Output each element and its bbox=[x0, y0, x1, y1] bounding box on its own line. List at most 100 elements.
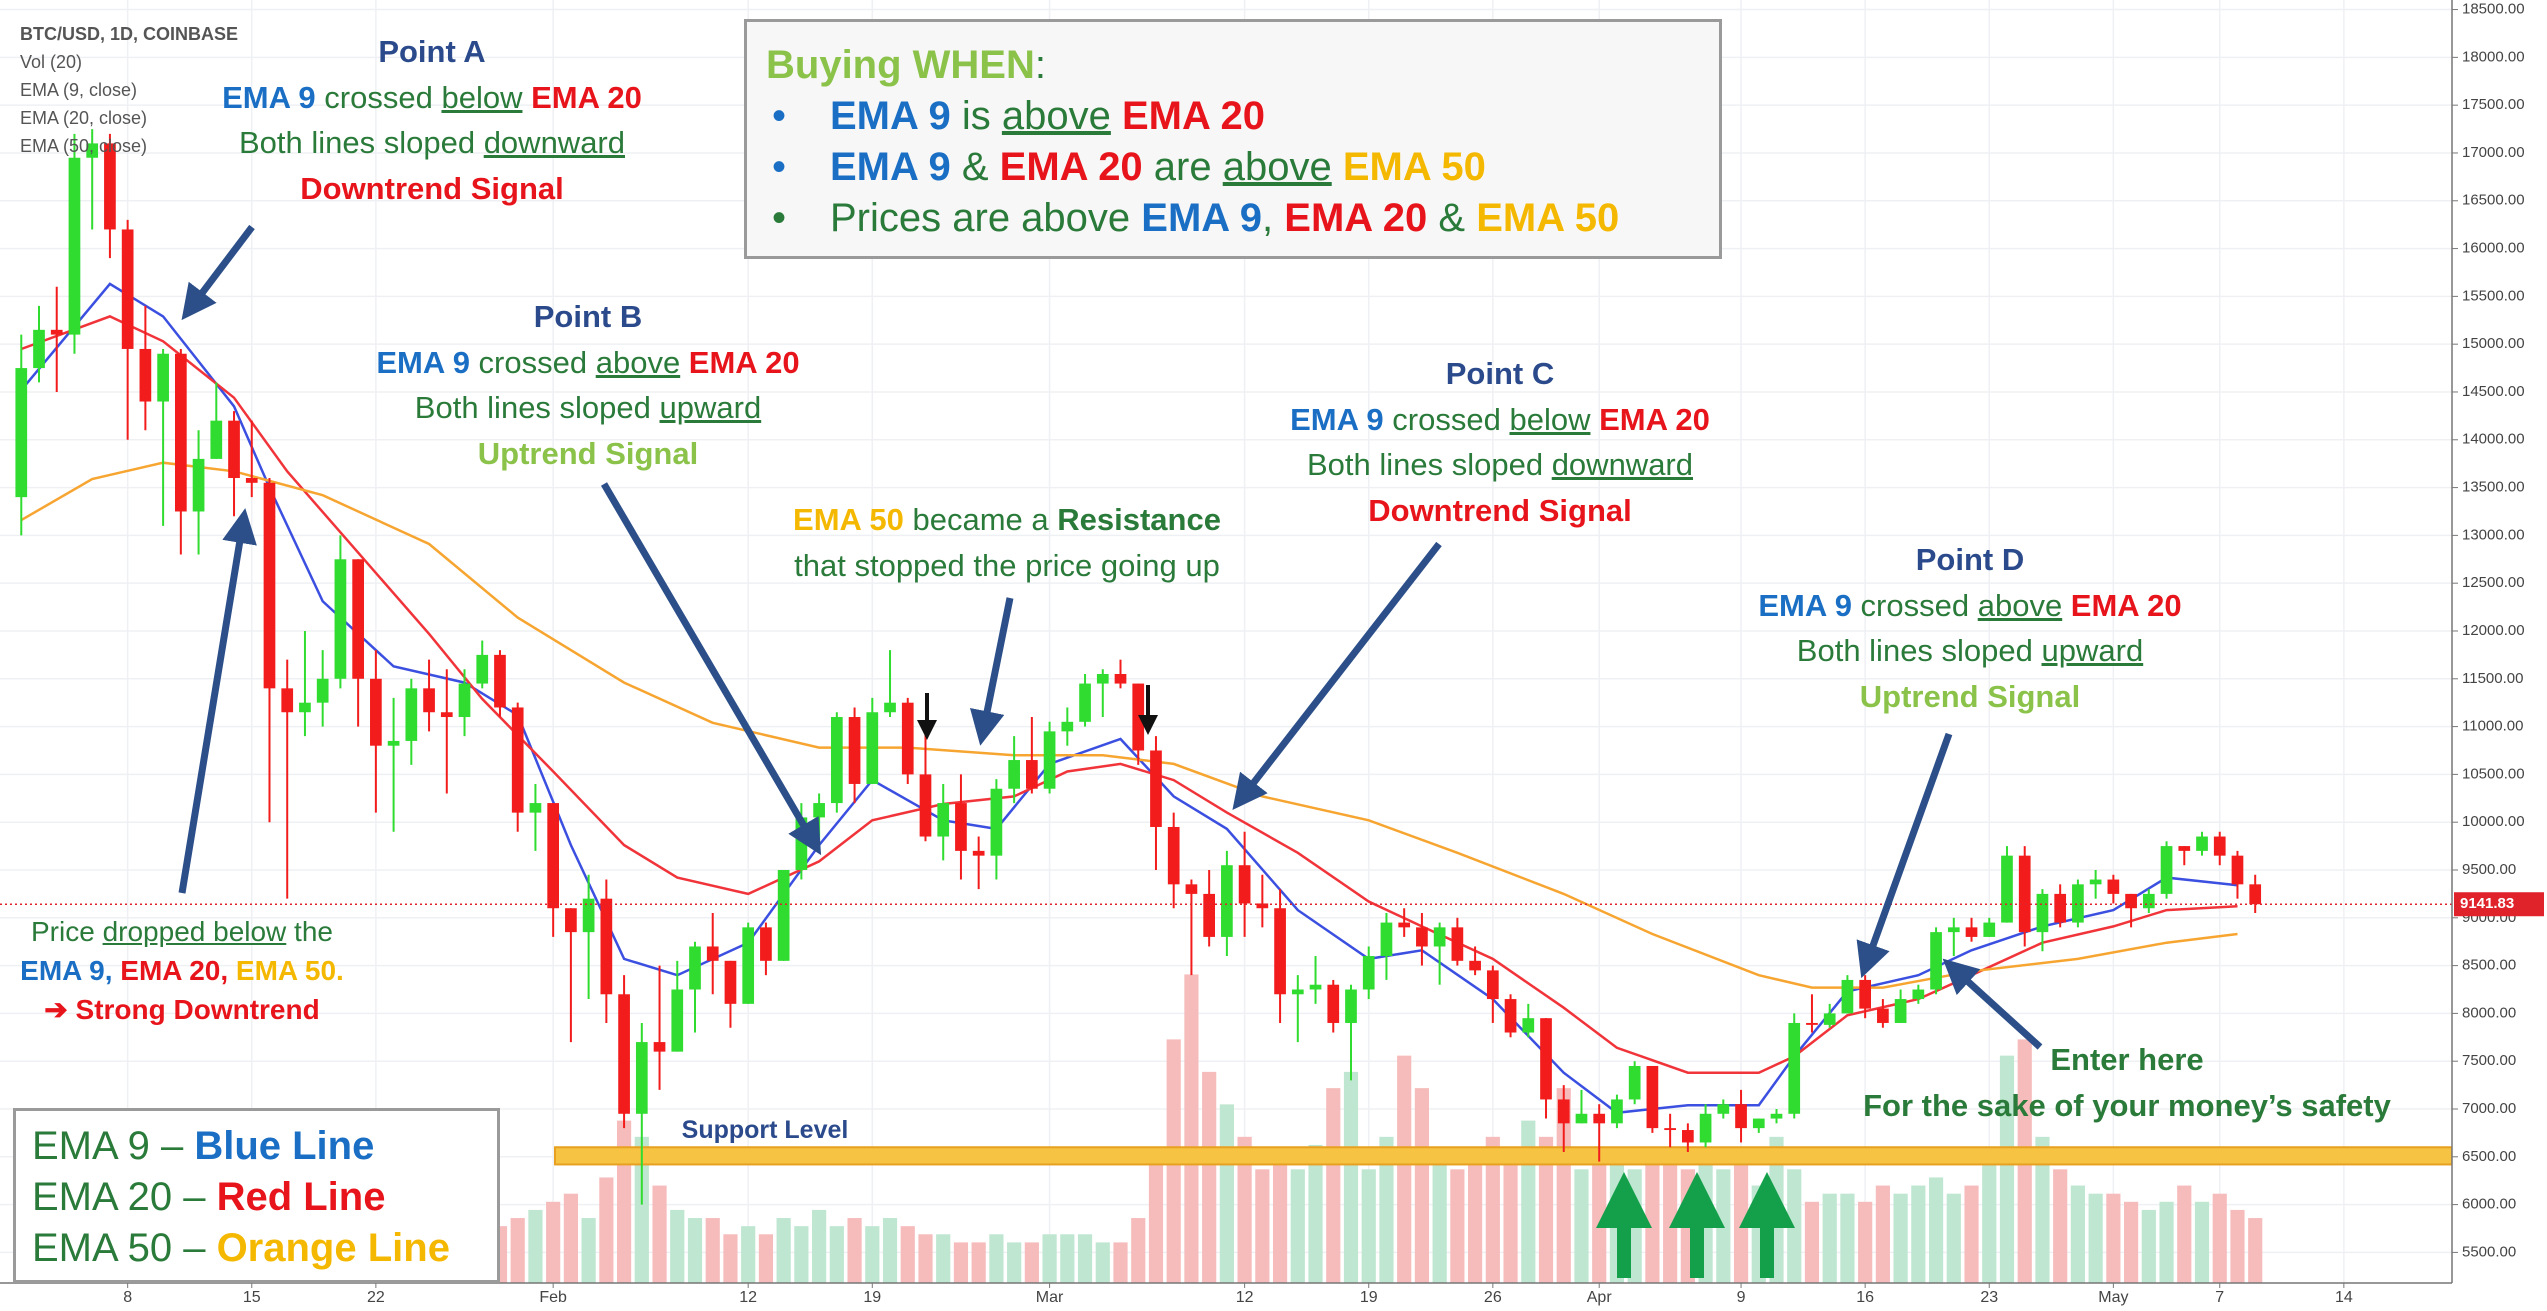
annotation-line: Uptrend Signal bbox=[1758, 674, 2181, 720]
annotation-text: the bbox=[286, 916, 333, 947]
annotation-line: EMA 20 – Red Line bbox=[32, 1172, 481, 1223]
annotation-text: crossed bbox=[1851, 587, 1978, 623]
annotation-line: • EMA 9 is above EMA 20 bbox=[766, 91, 1700, 142]
candle-body bbox=[1752, 1118, 1765, 1129]
x-tick-label: 12 bbox=[739, 1289, 757, 1306]
candle-body bbox=[1575, 1113, 1588, 1124]
volume-bar bbox=[1663, 1153, 1678, 1283]
annotation-line: Uptrend Signal bbox=[376, 431, 799, 477]
x-tick-label: 19 bbox=[1360, 1289, 1378, 1306]
price-label-bg bbox=[2454, 892, 2544, 917]
x-tick-label: 26 bbox=[1484, 1289, 1502, 1306]
annotation-text: EMA 20 bbox=[1590, 401, 1710, 437]
annotation-text: EMA 20 bbox=[680, 344, 800, 380]
annotation: Point C EMA 9 crossed below EMA 20 Both li… bbox=[1290, 351, 1710, 533]
annotation-line: Downtrend Signal bbox=[222, 166, 642, 212]
volume-bar bbox=[741, 1226, 756, 1283]
annotation-text: EMA 20 bbox=[1110, 94, 1265, 138]
x-tick-label: 23 bbox=[1980, 1289, 1998, 1306]
y-tick-label: 13500.00 bbox=[2462, 479, 2525, 496]
volume-bar bbox=[2230, 1209, 2245, 1283]
annotation-text: For the sake of your money’s safety bbox=[1863, 1088, 2391, 1123]
x-tick-label: 14 bbox=[2335, 1289, 2353, 1306]
bullet: • bbox=[772, 94, 787, 138]
candle-body bbox=[2160, 846, 2173, 894]
candle-body bbox=[1416, 927, 1428, 947]
annotation-line: ➔ Strong Downtrend bbox=[20, 990, 344, 1029]
volume-bar bbox=[1095, 1242, 1110, 1283]
candle-body bbox=[494, 654, 506, 708]
candle-body bbox=[86, 143, 99, 158]
y-tick-label: 17500.00 bbox=[2462, 96, 2525, 113]
annotation-text: EMA 9 bbox=[376, 344, 470, 380]
y-tick-label: 10000.00 bbox=[2462, 813, 2525, 830]
volume-bar bbox=[1521, 1120, 1536, 1283]
candle-body bbox=[1770, 1113, 1783, 1119]
annotation: Enter here For the sake of your money’s s… bbox=[1863, 1037, 2391, 1129]
candle-body bbox=[813, 803, 825, 818]
candle-body bbox=[281, 688, 294, 713]
volume-bar bbox=[1822, 1193, 1837, 1283]
candle-body bbox=[1593, 1113, 1606, 1124]
x-tick-label: 15 bbox=[243, 1289, 261, 1306]
candle-body bbox=[33, 329, 45, 369]
volume-bar bbox=[1928, 1177, 1944, 1283]
candle-body bbox=[1699, 1113, 1712, 1143]
chart-title: BTC/USD, 1D, COINBASE bbox=[20, 24, 238, 44]
candle-body bbox=[919, 774, 932, 837]
candle-body bbox=[1167, 826, 1180, 885]
info-box: Buying WHEN: • EMA 9 is above EMA 20 • EMA 9… bbox=[744, 19, 1722, 259]
candle-body bbox=[2036, 893, 2049, 933]
annotation-text: below bbox=[1509, 401, 1591, 437]
annotation-line: • Prices are above EMA 9, EMA 20 & EMA 50 bbox=[766, 193, 1700, 244]
candle-body bbox=[316, 678, 329, 703]
annotation-text: Point A bbox=[378, 34, 486, 69]
candle-body bbox=[706, 946, 719, 961]
volume-bar bbox=[1858, 1201, 1873, 1283]
annotation-text: EMA 50 bbox=[793, 502, 904, 537]
annotation-line: • EMA 9 & EMA 20 are above EMA 50 bbox=[766, 142, 1700, 193]
annotation-text: crossed bbox=[1383, 401, 1510, 437]
candle-body bbox=[2072, 884, 2084, 923]
candle-body bbox=[1114, 674, 1127, 684]
candle-body bbox=[2125, 893, 2137, 909]
annotation-text: EMA 20 bbox=[522, 79, 642, 115]
candle-body bbox=[1061, 721, 1074, 732]
annotation-line: Both lines sloped upward bbox=[376, 385, 799, 431]
y-tick-label: 13000.00 bbox=[2462, 526, 2525, 543]
annotation: EMA 50 became a Resistance that stopped t… bbox=[793, 497, 1221, 588]
candle-body bbox=[2249, 884, 2262, 905]
candle-body bbox=[2231, 855, 2244, 885]
y-tick-label: 16000.00 bbox=[2462, 240, 2525, 257]
candle-body bbox=[2018, 855, 2031, 933]
candle-body bbox=[1274, 908, 1286, 995]
candle-body bbox=[1912, 989, 1925, 1000]
y-tick-label: 9500.00 bbox=[2462, 861, 2516, 878]
candle-body bbox=[423, 688, 435, 713]
candle-body bbox=[157, 353, 169, 402]
annotation-text: EMA 9 bbox=[1141, 196, 1263, 240]
candle-body bbox=[955, 803, 967, 851]
candle-body bbox=[742, 927, 755, 1004]
volume-bar bbox=[599, 1177, 614, 1283]
annotation-text: upward bbox=[2041, 633, 2144, 668]
annotation-line: EMA 9, EMA 20, EMA 50. bbox=[20, 951, 344, 990]
volume-bar bbox=[1875, 1185, 1890, 1283]
annotation-text: EMA 9 bbox=[830, 94, 951, 138]
annotation-text: Both lines sloped bbox=[238, 125, 484, 160]
annotation-text: Uptrend Signal bbox=[1859, 678, 2081, 714]
volume-bar bbox=[1379, 1136, 1394, 1283]
annotation-text: & bbox=[950, 145, 1000, 189]
y-tick-label: 14000.00 bbox=[2462, 431, 2525, 448]
annotation-line: Price dropped below the bbox=[20, 912, 344, 951]
volume-bar bbox=[1397, 1055, 1412, 1283]
candle-body bbox=[653, 1042, 666, 1052]
annotation-line: EMA 9 crossed below EMA 20 bbox=[1290, 397, 1710, 443]
annotation-text: that stopped the price going up bbox=[794, 547, 1220, 583]
volume-bar bbox=[1787, 1169, 1802, 1283]
annotation-text: above bbox=[595, 344, 681, 380]
y-tick-label: 18500.00 bbox=[2462, 1, 2525, 18]
support-band bbox=[554, 1146, 2453, 1166]
candle-body bbox=[15, 368, 28, 498]
candle-body bbox=[1628, 1065, 1641, 1100]
